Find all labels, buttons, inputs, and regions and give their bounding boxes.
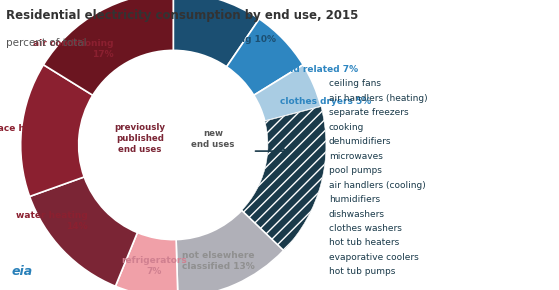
Text: new
end uses: new end uses: [191, 129, 235, 149]
Text: lighting 10%: lighting 10%: [212, 35, 276, 44]
Text: Residential electricity consumption by end use, 2015: Residential electricity consumption by e…: [6, 9, 358, 22]
Text: not elsewhere
classified 13%: not elsewhere classified 13%: [182, 251, 254, 271]
Text: air conditioning
17%: air conditioning 17%: [33, 39, 113, 59]
Text: hot tub heaters: hot tub heaters: [329, 238, 399, 247]
Text: space heating
15%: space heating 15%: [0, 124, 58, 143]
Wedge shape: [176, 211, 283, 290]
Text: hot tub pumps: hot tub pumps: [329, 267, 395, 276]
Wedge shape: [21, 65, 93, 197]
Wedge shape: [226, 19, 303, 95]
Text: refrigerators
7%: refrigerators 7%: [121, 256, 187, 276]
Text: water heating
14%: water heating 14%: [16, 211, 88, 231]
Text: cooking: cooking: [329, 123, 364, 132]
Wedge shape: [44, 0, 173, 95]
Wedge shape: [173, 0, 259, 67]
Wedge shape: [115, 233, 178, 290]
Text: clothes washers: clothes washers: [329, 224, 402, 233]
Text: microwaves: microwaves: [329, 152, 383, 161]
Text: TVs and related 7%: TVs and related 7%: [259, 65, 358, 74]
Text: previously
published
end uses: previously published end uses: [114, 123, 165, 155]
Text: clothes dryers 5%: clothes dryers 5%: [281, 97, 372, 106]
Text: percent of total: percent of total: [6, 38, 86, 48]
Text: dishwashers: dishwashers: [329, 210, 385, 219]
Text: eia: eia: [11, 265, 32, 278]
Text: air handlers (heating): air handlers (heating): [329, 94, 428, 103]
Text: separate freezers: separate freezers: [329, 108, 409, 117]
Wedge shape: [30, 177, 138, 286]
Text: evaporative coolers: evaporative coolers: [329, 253, 419, 262]
Text: ceiling fans: ceiling fans: [329, 79, 381, 88]
Text: air handlers (cooling): air handlers (cooling): [329, 181, 425, 190]
Text: humidifiers: humidifiers: [329, 195, 380, 204]
Wedge shape: [241, 107, 326, 251]
Text: pool pumps: pool pumps: [329, 166, 382, 175]
Wedge shape: [254, 65, 321, 121]
Text: dehumidifiers: dehumidifiers: [329, 137, 391, 146]
